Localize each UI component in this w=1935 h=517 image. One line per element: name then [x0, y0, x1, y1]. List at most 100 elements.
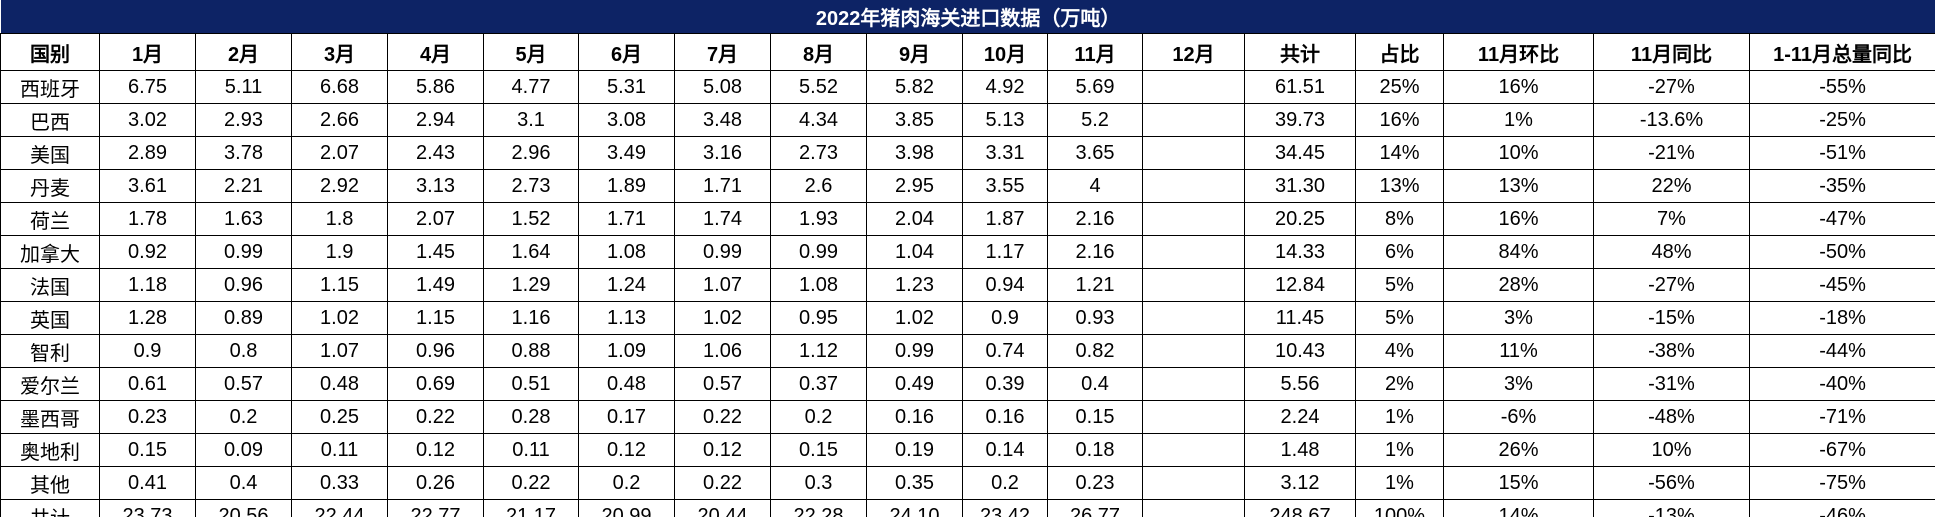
cell[interactable]: 1.78 — [99, 202, 196, 236]
cell[interactable]: 1.13 — [578, 301, 675, 335]
cell[interactable]: 0.48 — [291, 367, 388, 401]
cell[interactable]: 6.75 — [99, 70, 196, 104]
cell[interactable]: 0.22 — [387, 400, 484, 434]
cell[interactable]: -55% — [1748, 70, 1935, 104]
column-header-8[interactable]: 8月 — [770, 33, 867, 71]
cell[interactable]: 23.42 — [962, 499, 1048, 517]
cell[interactable]: 0.2 — [962, 466, 1048, 500]
cell[interactable]: -13% — [1593, 499, 1750, 517]
cell[interactable]: 2.93 — [195, 103, 292, 137]
row-label[interactable]: 西班牙 — [0, 70, 100, 104]
cell[interactable]: 0.89 — [195, 301, 292, 335]
cell[interactable]: 5.08 — [674, 70, 771, 104]
cell[interactable]: -15% — [1593, 301, 1750, 335]
cell[interactable]: 5.82 — [866, 70, 963, 104]
cell[interactable]: 84% — [1443, 235, 1594, 269]
cell[interactable]: 0.82 — [1047, 334, 1143, 368]
cell[interactable]: 20.44 — [674, 499, 771, 517]
cell[interactable]: 3% — [1443, 367, 1594, 401]
cell[interactable]: 3.12 — [1244, 466, 1356, 500]
cell[interactable]: 12.84 — [1244, 268, 1356, 302]
cell[interactable]: 0.2 — [195, 400, 292, 434]
cell[interactable]: 1.21 — [1047, 268, 1143, 302]
cell[interactable]: 1.48 — [1244, 433, 1356, 467]
cell[interactable]: 5.31 — [578, 70, 675, 104]
row-label[interactable]: 巴西 — [0, 103, 100, 137]
cell[interactable]: 1.09 — [578, 334, 675, 368]
cell[interactable]: 0.99 — [674, 235, 771, 269]
cell[interactable]: 2.07 — [291, 136, 388, 170]
cell[interactable]: 10.43 — [1244, 334, 1356, 368]
cell[interactable]: 20.25 — [1244, 202, 1356, 236]
cell[interactable]: 1% — [1443, 103, 1594, 137]
cell[interactable]: -50% — [1748, 235, 1935, 269]
cell[interactable]: 5% — [1355, 268, 1444, 302]
cell[interactable]: 1.07 — [674, 268, 771, 302]
cell[interactable]: 0.3 — [770, 466, 867, 500]
cell[interactable]: 39.73 — [1244, 103, 1356, 137]
cell[interactable]: 2.07 — [387, 202, 484, 236]
cell[interactable]: 0.19 — [866, 433, 963, 467]
cell[interactable]: 4% — [1355, 334, 1444, 368]
cell[interactable]: -27% — [1593, 268, 1750, 302]
cell[interactable]: -40% — [1748, 367, 1935, 401]
row-label[interactable]: 爱尔兰 — [0, 367, 100, 401]
cell[interactable]: 0.2 — [578, 466, 675, 500]
cell[interactable]: 0.2 — [770, 400, 867, 434]
cell[interactable]: 0.48 — [578, 367, 675, 401]
cell[interactable]: 0.61 — [99, 367, 196, 401]
cell[interactable]: 6% — [1355, 235, 1444, 269]
cell[interactable]: 26.77 — [1047, 499, 1143, 517]
cell[interactable]: 4.92 — [962, 70, 1048, 104]
cell[interactable]: 0.12 — [674, 433, 771, 467]
cell[interactable] — [1142, 367, 1245, 401]
cell[interactable]: 1.64 — [483, 235, 579, 269]
cell[interactable]: 0.41 — [99, 466, 196, 500]
cell[interactable]: 5.11 — [195, 70, 292, 104]
cell[interactable]: 0.11 — [291, 433, 388, 467]
row-label[interactable]: 丹麦 — [0, 169, 100, 203]
row-label[interactable]: 智利 — [0, 334, 100, 368]
cell[interactable]: 1.23 — [866, 268, 963, 302]
column-header-2[interactable]: 2月 — [195, 33, 292, 71]
cell[interactable]: 4.34 — [770, 103, 867, 137]
cell[interactable]: 0.39 — [962, 367, 1048, 401]
cell[interactable]: 2.21 — [195, 169, 292, 203]
column-header-12[interactable]: 12月 — [1142, 33, 1245, 71]
cell[interactable]: 0.95 — [770, 301, 867, 335]
cell[interactable]: 1.06 — [674, 334, 771, 368]
cell[interactable]: -6% — [1443, 400, 1594, 434]
cell[interactable]: 22% — [1593, 169, 1750, 203]
cell[interactable]: 0.12 — [578, 433, 675, 467]
cell[interactable]: 1.52 — [483, 202, 579, 236]
cell[interactable]: 2.73 — [483, 169, 579, 203]
cell[interactable]: 1.9 — [291, 235, 388, 269]
cell[interactable] — [1142, 169, 1245, 203]
cell[interactable]: 3.48 — [674, 103, 771, 137]
cell[interactable]: 0.37 — [770, 367, 867, 401]
cell[interactable]: -67% — [1748, 433, 1935, 467]
cell[interactable] — [1142, 466, 1245, 500]
cell[interactable]: 1.08 — [578, 235, 675, 269]
cell[interactable]: 3.61 — [99, 169, 196, 203]
row-label[interactable]: 法国 — [0, 268, 100, 302]
cell[interactable] — [1142, 136, 1245, 170]
cell[interactable]: 3.78 — [195, 136, 292, 170]
cell[interactable]: 5% — [1355, 301, 1444, 335]
cell[interactable]: 1.28 — [99, 301, 196, 335]
cell[interactable]: 21.17 — [483, 499, 579, 517]
cell[interactable]: 2.73 — [770, 136, 867, 170]
cell[interactable]: -45% — [1748, 268, 1935, 302]
cell[interactable]: -18% — [1748, 301, 1935, 335]
cell[interactable]: 0.23 — [99, 400, 196, 434]
cell[interactable]: 1.02 — [866, 301, 963, 335]
row-label[interactable]: 加拿大 — [0, 235, 100, 269]
cell[interactable]: 20.56 — [195, 499, 292, 517]
cell[interactable]: 1.08 — [770, 268, 867, 302]
column-header-11[interactable]: 11月 — [1047, 33, 1143, 71]
cell[interactable]: 0.57 — [195, 367, 292, 401]
cell[interactable]: 1.04 — [866, 235, 963, 269]
cell[interactable]: 23.73 — [99, 499, 196, 517]
cell[interactable]: 0.33 — [291, 466, 388, 500]
cell[interactable]: 0.4 — [195, 466, 292, 500]
